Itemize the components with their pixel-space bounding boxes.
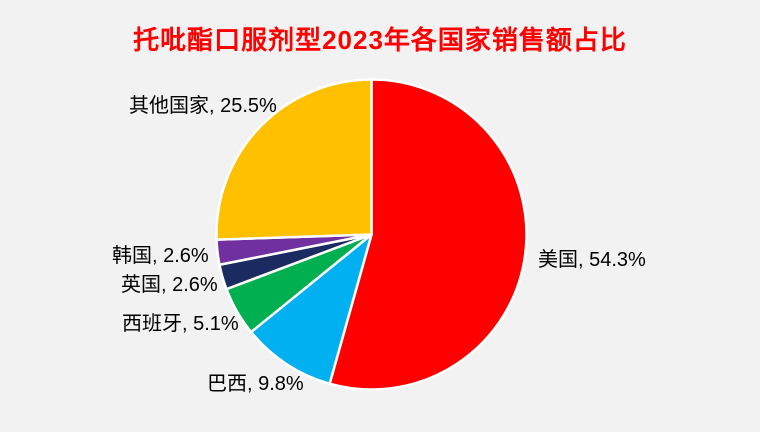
slice-label-spain: 西班牙, 5.1% (122, 313, 239, 335)
pie-slice-5 (215, 78, 373, 241)
chart-title: 托吡酯口服剂型2023年各国家销售额占比 (133, 25, 627, 55)
pie-slice-0 (328, 78, 528, 391)
slice-label-brazil: 巴西, 9.8% (207, 373, 304, 395)
slice-label-korea: 韩国, 2.6% (112, 245, 209, 267)
slice-label-uk: 英国, 2.6% (121, 274, 218, 296)
slice-label-other-countries: 其他国家, 25.5% (129, 95, 277, 117)
slice-label-usa: 美国, 54.3% (538, 249, 646, 271)
pie-slice-1 (249, 233, 373, 385)
